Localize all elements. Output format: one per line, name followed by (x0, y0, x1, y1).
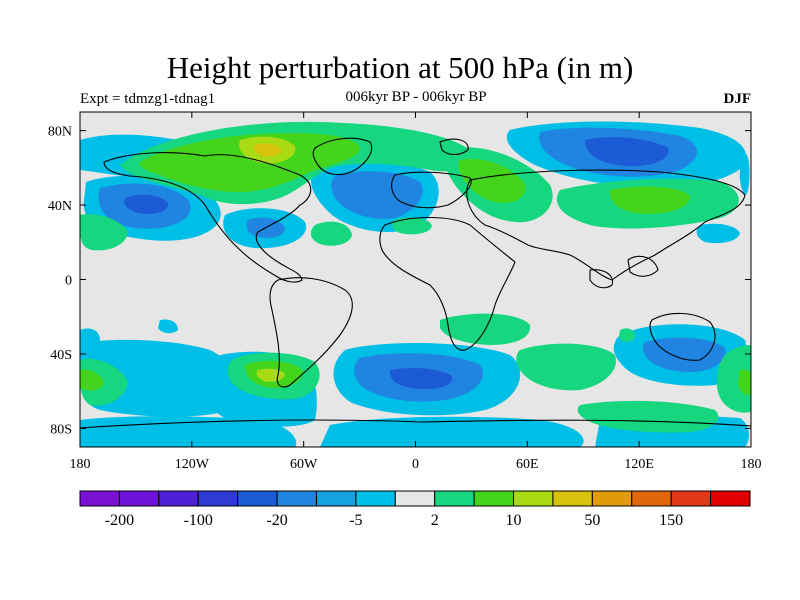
colorbar-swatch (79, 490, 120, 507)
period-label: 006kyr BP - 006kyr BP (345, 89, 487, 105)
height-anomaly-field (80, 121, 751, 447)
colorbar-swatch (237, 490, 278, 507)
lon-tick-label: 180 (70, 457, 91, 472)
colorbar-swatch (355, 490, 396, 507)
experiment-label: Expt = tdmzg1-tdnag1 (80, 91, 216, 107)
coastlines (80, 137, 751, 429)
lon-tick-label: 0 (412, 457, 419, 472)
colorbar-swatch (394, 490, 436, 507)
colorbar-swatch (158, 490, 199, 507)
colorbar-swatch (315, 490, 357, 507)
colorbar-swatch (434, 490, 475, 507)
colorbar-label: 50 (584, 512, 600, 529)
colorbar-swatch (473, 490, 515, 507)
colorbar-label: -200 (105, 512, 134, 529)
lat-tick-label: 80N (48, 125, 72, 140)
colorbar-label: 10 (506, 512, 522, 529)
lon-tick-label: 180 (741, 457, 762, 472)
colorbar-swatch (276, 490, 317, 507)
lat-tick-label: 0 (65, 274, 72, 289)
lon-tick-label: 120E (624, 457, 654, 472)
season-label: DJF (723, 91, 752, 107)
colorbar-label: -100 (184, 512, 213, 529)
colorbar-label: 2 (431, 512, 439, 529)
colorbar-label: -20 (266, 512, 287, 529)
map-title: Height perturbation at 500 hPa (in m) (166, 50, 634, 85)
colorbar-label: 150 (659, 512, 683, 529)
lon-tick-label: 60E (516, 457, 539, 472)
colorbar-swatch (197, 490, 239, 507)
colorbar-label: -5 (349, 512, 362, 529)
lon-tick-label: 60W (290, 457, 318, 472)
lat-tick-label: 40N (48, 199, 72, 214)
colorbar-swatch (670, 490, 712, 507)
colorbar-swatch (552, 490, 593, 507)
lat-tick-label: 80S (50, 422, 72, 437)
lat-tick-label: 40S (50, 348, 72, 363)
colorbar-swatch (710, 490, 751, 507)
colorbar-swatch (591, 490, 633, 507)
colorbar-swatch (513, 490, 554, 507)
colorbar-swatch (118, 490, 160, 507)
lon-tick-label: 120W (175, 457, 210, 472)
map-axes: 180 120W 60W 0 60E 120E 180 80N 40N 0 40S 80S (48, 112, 762, 472)
colorbar-swatch (631, 490, 672, 507)
colorbar: -200 -100 -20 -5 2 10 50 150 (79, 490, 751, 529)
